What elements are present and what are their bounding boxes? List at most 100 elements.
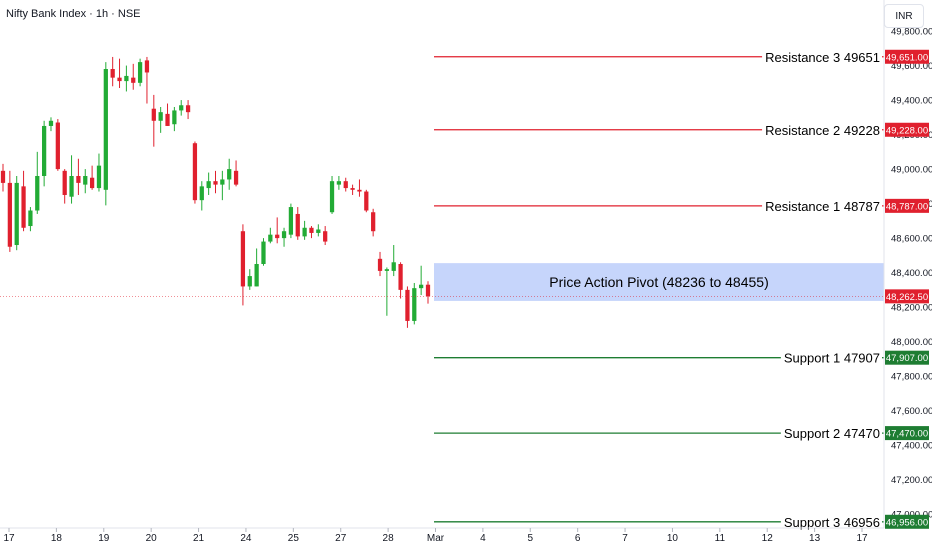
candle-body: [412, 288, 417, 321]
support-label: Support 3 46956: [784, 515, 880, 530]
candle-body: [240, 231, 246, 287]
candle-body: [425, 284, 431, 297]
currency-selector[interactable]: INR: [884, 4, 924, 28]
candle-body: [124, 75, 129, 82]
y-tick-label: 48,000.00: [891, 337, 932, 348]
resistance-price-tag: [885, 198, 929, 213]
candle-body: [69, 176, 74, 197]
candle-body: [144, 60, 150, 73]
x-tick-label: 28: [383, 533, 395, 544]
resistance-price-tag: [885, 49, 929, 64]
candle-body: [329, 181, 335, 213]
y-tick-label: 48,400.00: [891, 268, 932, 279]
candle-body: [137, 62, 143, 83]
candle-body: [117, 77, 122, 82]
candle-body: [419, 284, 424, 289]
candle-body: [398, 264, 403, 290]
resistance-price-tag-text: 49,651.00: [886, 52, 928, 63]
candle-body: [384, 269, 389, 271]
candle-body: [83, 176, 88, 185]
candle-body: [7, 182, 12, 247]
resistance-label-bg: [762, 48, 882, 66]
pivot-zone: [434, 263, 884, 301]
y-tick-label: 47,400.00: [891, 441, 932, 452]
x-tick-label: 19: [98, 533, 110, 544]
y-tick-label: 48,600.00: [891, 234, 932, 245]
y-tick-label: 49,000.00: [891, 165, 932, 176]
chart-title: Nifty Bank Index · 1h · NSE: [6, 8, 141, 20]
resistance-label-bg: [762, 197, 882, 215]
candle-body: [288, 207, 294, 235]
candle-body: [227, 169, 232, 180]
current-price-tag-text: 48,262.50: [886, 292, 928, 303]
support-label-bg: [780, 425, 882, 443]
candle-body: [76, 176, 81, 183]
candle-body: [275, 234, 280, 239]
candle-body: [199, 186, 204, 201]
x-tick-label: 12: [762, 533, 774, 544]
support-price-tag: [885, 514, 929, 529]
candle-body: [14, 182, 19, 246]
support-label: Support 2 47470: [784, 426, 880, 441]
candle-body: [377, 258, 383, 271]
candle-body: [48, 120, 54, 126]
candle-body: [172, 110, 177, 125]
y-tick-label: 49,400.00: [891, 96, 932, 107]
y-tick-label: 47,800.00: [891, 372, 932, 383]
candle-body: [62, 170, 67, 195]
candle-body: [302, 227, 307, 237]
x-tick-label: 24: [240, 533, 252, 544]
candle-body: [55, 122, 60, 170]
y-tick-label: 48,200.00: [891, 303, 932, 314]
candle-body: [220, 179, 225, 185]
candle-body: [185, 105, 191, 113]
candle-body: [281, 231, 287, 239]
support-label-bg: [780, 349, 882, 367]
x-tick-label: 25: [288, 533, 300, 544]
candle-body: [28, 210, 33, 227]
support-price-tag: [885, 426, 929, 441]
candle-body: [42, 125, 47, 176]
x-tick-label: 6: [575, 533, 581, 544]
x-tick-label: 5: [527, 533, 533, 544]
resistance-price-tag-text: 48,787.00: [886, 201, 928, 212]
candle-body: [247, 276, 252, 287]
resistance-price-tag-text: 49,228.00: [886, 125, 928, 136]
candle-body: [21, 186, 26, 228]
resistance-price-tag: [885, 122, 929, 137]
candle-body: [110, 69, 115, 78]
x-tick-label: 18: [51, 533, 63, 544]
x-tick-label: 17: [3, 533, 15, 544]
x-tick-label: 20: [146, 533, 158, 544]
candle-body: [268, 234, 273, 242]
support-label: Support 1 47907: [784, 351, 880, 366]
x-tick-label: 10: [667, 533, 679, 544]
candle-body: [131, 77, 136, 83]
candle-body: [309, 227, 314, 233]
candle-body: [151, 108, 156, 121]
candle-body: [350, 188, 355, 190]
y-tick-label: 47,600.00: [891, 406, 932, 417]
resistance-label-bg: [762, 121, 882, 139]
candle-body: [357, 189, 362, 192]
candle-body: [391, 262, 396, 271]
y-tick-label: 49,600.00: [891, 61, 932, 72]
candle-body: [206, 181, 211, 189]
candle-body: [364, 191, 369, 211]
candle-body: [158, 112, 163, 121]
x-tick-label: 4: [480, 533, 486, 544]
y-tick-label: 47,200.00: [891, 475, 932, 486]
support-label-bg: [780, 513, 882, 531]
x-tick-label: 21: [193, 533, 205, 544]
resistance-label: Resistance 3 49651: [765, 50, 880, 65]
candle-body: [179, 105, 184, 111]
x-tick-label: Mar: [427, 533, 445, 544]
candle-body: [316, 229, 321, 233]
candle-body: [165, 113, 170, 126]
candle-body: [254, 264, 259, 287]
x-tick-label: 17: [856, 533, 868, 544]
x-tick-label: 7: [622, 533, 628, 544]
candle-body: [371, 212, 376, 232]
support-price-tag-text: 46,956.00: [886, 517, 928, 528]
